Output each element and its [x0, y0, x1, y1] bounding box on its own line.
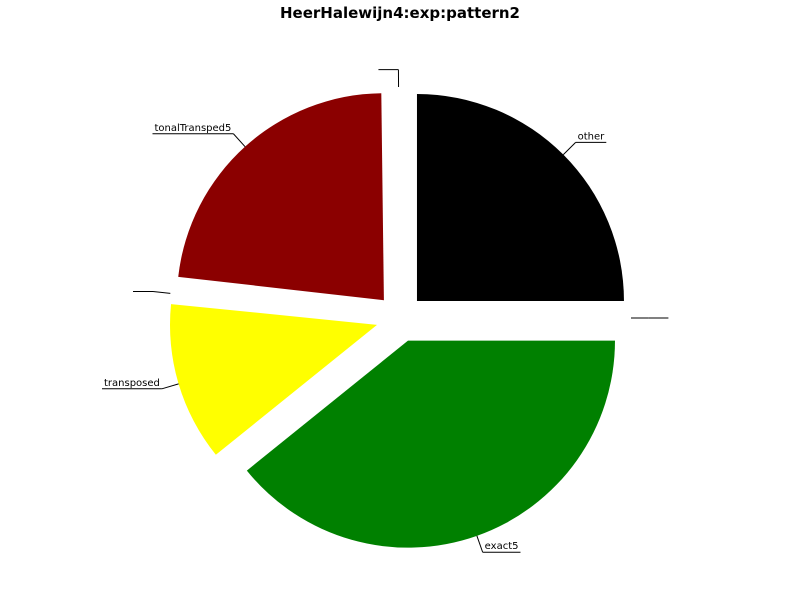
pie-slice-unlabeled-1	[397, 87, 400, 295]
leader-line-exact5	[476, 535, 484, 553]
slice-label-tonaltransped5: tonalTransped5	[154, 123, 231, 134]
leader-line-tonaltransped5	[233, 133, 246, 147]
chart-title: HeerHalewijn4:exp:pattern2	[280, 4, 520, 22]
pie-slices	[169, 87, 624, 548]
slice-labels: other tonalTransped5 transposed exact5	[102, 69, 669, 553]
leader-line-transposed	[161, 383, 179, 390]
pie-slice-unlabeled-3	[170, 292, 377, 316]
slice-label-transposed: transposed	[104, 378, 160, 389]
leader-line-unlabeled-3	[152, 291, 171, 294]
leader-line-other	[562, 142, 576, 156]
pie-slice-exact5	[246, 340, 615, 548]
pie-slice-other	[416, 94, 624, 302]
pie-slice-transposed	[169, 304, 377, 455]
slice-label-exact5: exact5	[485, 541, 519, 552]
pie-slice-tonaltransped5	[178, 93, 384, 301]
slice-label-other: other	[578, 131, 606, 142]
